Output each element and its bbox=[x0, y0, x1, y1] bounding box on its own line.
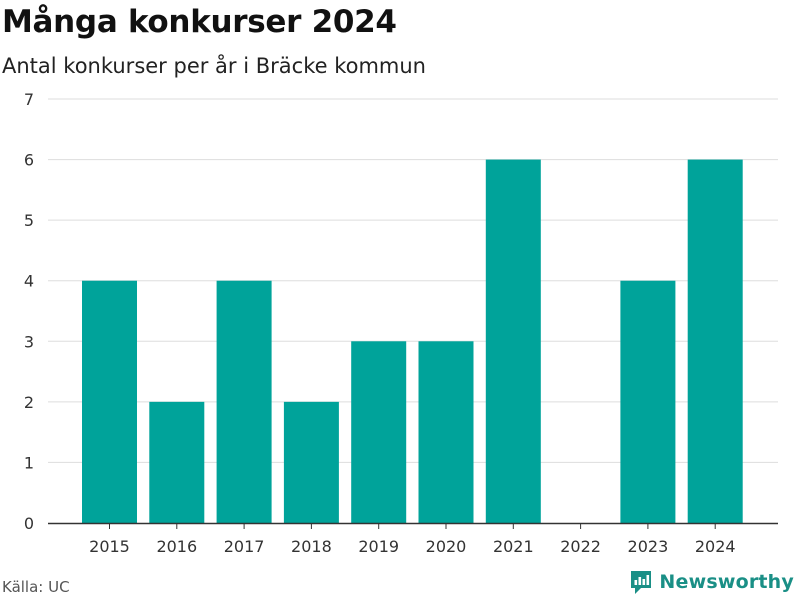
y-tick-label: 7 bbox=[24, 90, 34, 109]
x-tick-label: 2018 bbox=[291, 537, 332, 556]
bar-2018 bbox=[283, 401, 339, 523]
brand-name: Newsworthy bbox=[659, 571, 794, 593]
y-tick-label: 2 bbox=[24, 393, 34, 412]
y-tick-label: 6 bbox=[24, 151, 34, 170]
y-tick-label: 5 bbox=[24, 211, 34, 230]
bar-2023 bbox=[620, 280, 676, 523]
y-tick-label: 1 bbox=[24, 453, 34, 472]
bar-2020 bbox=[418, 341, 474, 523]
y-tick-label: 4 bbox=[24, 272, 34, 291]
x-tick-label: 2024 bbox=[695, 537, 736, 556]
bar-2016 bbox=[149, 401, 205, 523]
source-note: Källa: UC bbox=[2, 578, 70, 596]
bar-2017 bbox=[216, 280, 272, 523]
y-axis-ticks: 0 1 2 3 4 5 6 7 bbox=[24, 90, 34, 533]
bar-2021 bbox=[485, 159, 541, 524]
x-tick-label: 2021 bbox=[493, 537, 534, 556]
y-tick-label: 0 bbox=[24, 514, 34, 533]
x-tick-label: 2017 bbox=[224, 537, 265, 556]
x-tick-label: 2015 bbox=[89, 537, 130, 556]
x-tick-label: 2020 bbox=[426, 537, 467, 556]
chart-subtitle: Antal konkurser per år i Bräcke kommun bbox=[2, 54, 426, 78]
x-tick-label: 2023 bbox=[628, 537, 669, 556]
y-tick-label: 3 bbox=[24, 332, 34, 351]
newsworthy-logo-icon bbox=[631, 571, 652, 594]
x-tick-label: 2016 bbox=[156, 537, 197, 556]
chart-title: Många konkurser 2024 bbox=[2, 4, 397, 40]
x-axis-ticks: 2015 2016 2017 2018 2019 2020 2021 2022 2023 2024 bbox=[89, 523, 736, 556]
x-tick-label: 2022 bbox=[560, 537, 601, 556]
bar-2015 bbox=[82, 280, 137, 523]
brand-logo: Newsworthy bbox=[629, 569, 794, 595]
x-tick-label: 2019 bbox=[358, 537, 399, 556]
bar-2024 bbox=[687, 159, 743, 524]
bars bbox=[82, 159, 743, 524]
bar-2019 bbox=[351, 341, 407, 523]
